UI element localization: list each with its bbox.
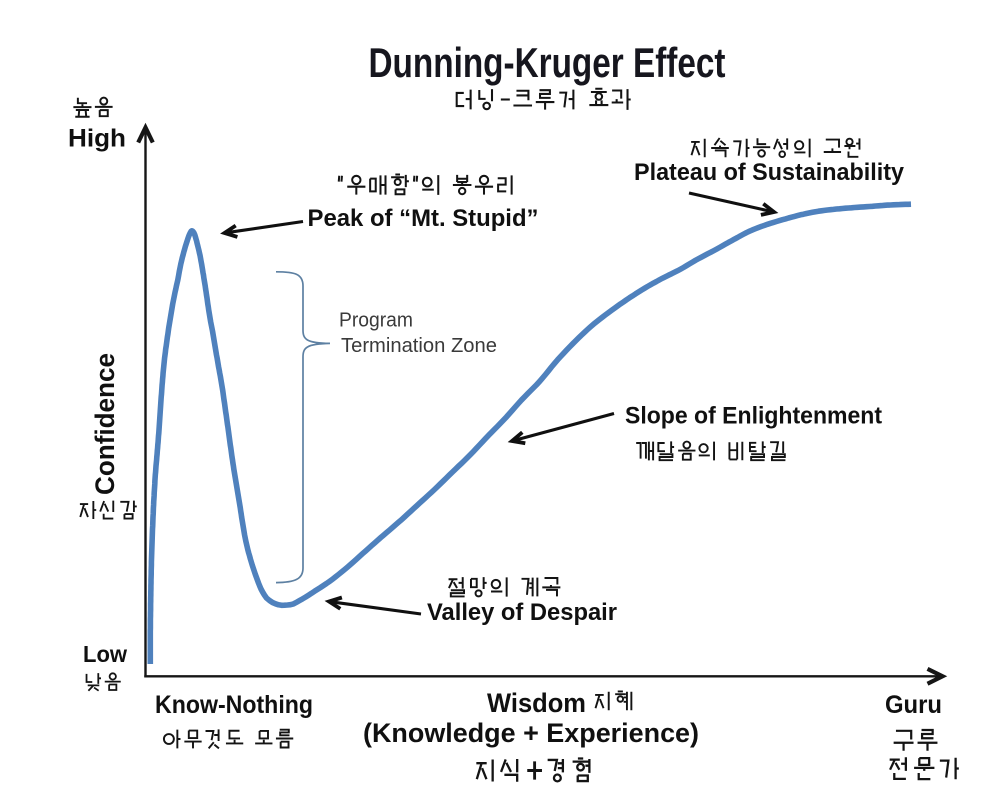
svg-text:Know-Nothing: Know-Nothing: [155, 691, 313, 719]
svg-text:(Knowledge + Experience): (Knowledge + Experience): [363, 718, 699, 748]
svg-text:Guru: Guru: [885, 691, 942, 719]
svg-text:Wisdom: Wisdom: [487, 688, 586, 718]
svg-text:Termination Zone: Termination Zone: [341, 335, 497, 357]
svg-text:Dunning-Kruger Effect: Dunning-Kruger Effect: [369, 39, 726, 86]
svg-text:Peak of “Mt. Stupid”: Peak of “Mt. Stupid”: [308, 205, 539, 232]
svg-text:Valley of Despair: Valley of Despair: [427, 599, 617, 626]
svg-text:Low: Low: [83, 641, 127, 667]
svg-text:Slope of Enlightenment: Slope of Enlightenment: [625, 403, 882, 430]
svg-text:Plateau of Sustainability: Plateau of Sustainability: [634, 159, 905, 186]
svg-text:High: High: [68, 125, 126, 153]
svg-text:Program: Program: [339, 310, 413, 332]
svg-text:Confidence: Confidence: [90, 353, 120, 495]
